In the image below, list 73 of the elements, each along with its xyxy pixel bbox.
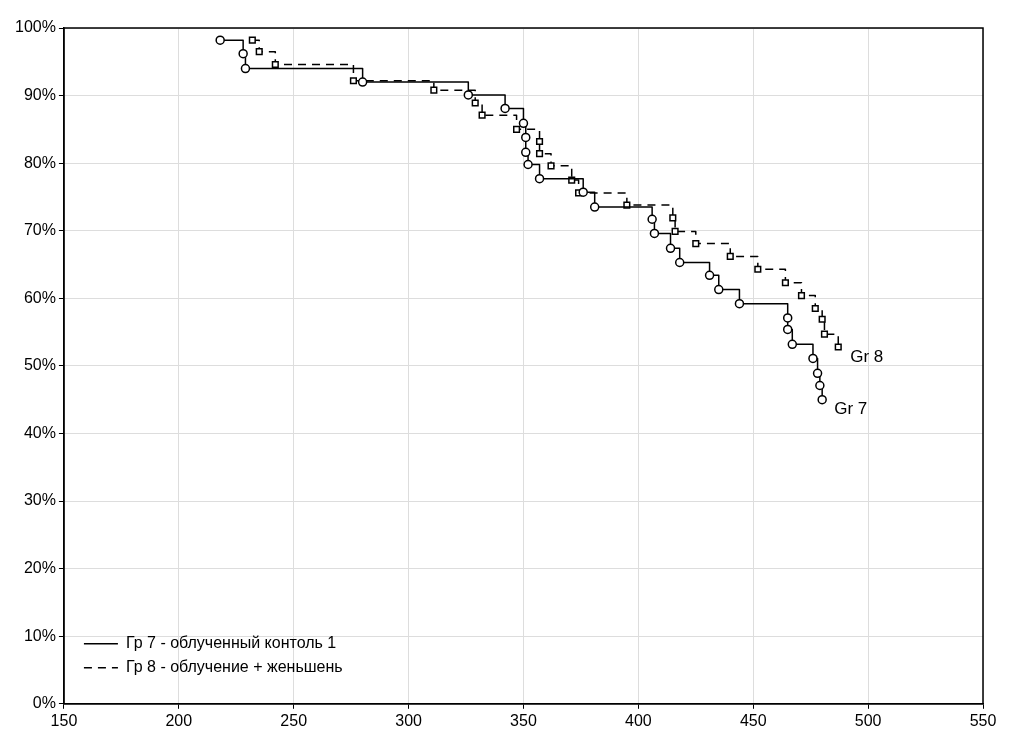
point [754,265,762,273]
point [820,330,829,338]
legend-label: Гр 7 - облученный контоль 1 [125,634,337,652]
point [834,343,842,351]
point [463,90,474,100]
y-tick-label: 0% [32,694,56,712]
point [692,240,700,248]
x-tick-label: 550 [969,711,997,729]
point [512,125,521,133]
y-tick-label: 50% [23,356,56,374]
y-tick-label: 10% [23,626,56,644]
point [734,298,745,309]
point [647,214,657,224]
point [812,368,823,379]
point [430,86,438,94]
x-tick-label: 300 [395,711,423,729]
point [782,313,793,323]
point [817,394,827,405]
point [714,284,724,295]
point [248,36,256,44]
x-tick-label: 400 [624,711,652,729]
point [535,150,544,158]
y-tick-label: 40% [23,423,56,441]
point [271,60,279,69]
x-tick-label: 450 [739,711,767,729]
point [726,252,734,260]
point [547,162,555,170]
x-tick-label: 150 [50,711,78,729]
point [787,339,798,350]
point [665,243,676,254]
point [240,63,251,74]
y-tick-label: 90% [23,85,56,103]
point [518,118,529,129]
point [523,159,533,170]
y-tick-label: 20% [23,559,56,577]
point [781,279,789,287]
point [669,214,677,222]
point [521,147,531,158]
point [500,103,510,114]
point [704,270,715,281]
y-tick-label: 60% [23,288,56,306]
point [349,77,358,85]
point [818,315,826,323]
x-tick-label: 350 [510,711,537,729]
y-tick-label: 70% [23,221,56,239]
point [674,257,685,268]
point [357,77,368,87]
point [589,202,600,212]
point [811,304,819,313]
y-tick-label: 100% [15,18,56,36]
y-tick-label: 30% [23,491,56,509]
point [535,137,544,146]
y-tick-label: 80% [23,153,56,171]
point [478,111,486,119]
annotation: Gr 8 [850,346,884,366]
point [782,324,793,335]
point [649,228,660,239]
point [808,353,818,364]
point [534,173,545,184]
point [815,380,825,391]
point [471,99,479,107]
legend-label: Гр 8 - облучение + женьшень [125,658,343,676]
point [521,132,531,143]
point [255,48,263,56]
x-tick-label: 200 [165,711,193,729]
point [238,48,248,59]
point [797,292,806,300]
point [215,35,225,45]
point [671,227,679,235]
annotation: Gr 7 [834,399,868,419]
x-tick-label: 500 [854,711,882,729]
x-tick-label: 250 [280,711,308,729]
point [578,187,588,197]
